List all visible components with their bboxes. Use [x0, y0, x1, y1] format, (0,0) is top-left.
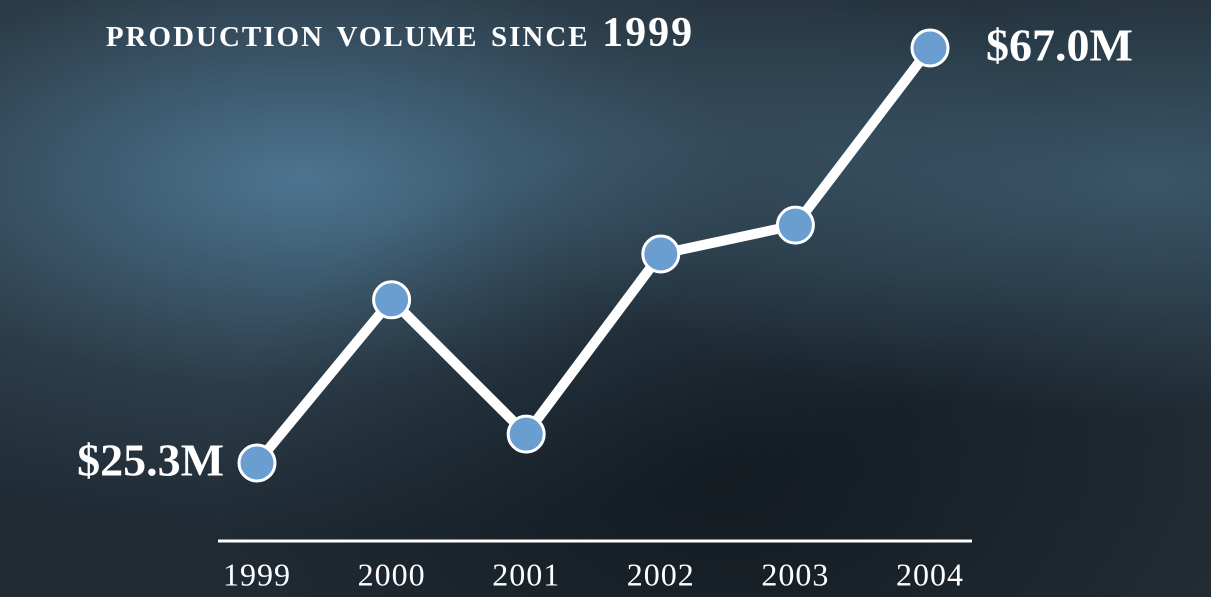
point [912, 30, 948, 66]
line [257, 48, 930, 463]
point [508, 416, 544, 452]
x-tick-label: 2000 [358, 556, 426, 592]
chart-page: PRODUCTION VOLUME SINCE 1999 1999 2000 200… [0, 0, 1211, 597]
x-tick-label: 2002 [627, 556, 695, 592]
x-tick-label: 2003 [761, 556, 829, 592]
point [777, 207, 813, 243]
point [239, 445, 275, 481]
x-tick-label: 2004 [896, 556, 964, 592]
value-label: $25.3M [77, 435, 224, 486]
point [374, 282, 410, 318]
x-tick-label: 1999 [223, 556, 291, 592]
x-tick-label: 2001 [492, 556, 560, 592]
value-label: $67.0M [986, 20, 1133, 71]
chart: 1999 2000 2001 2002 2003 2004 $25.3M $67.0M [0, 0, 1211, 597]
point [643, 236, 679, 272]
chart-title: PRODUCTION VOLUME SINCE 1999 [100, 0, 700, 66]
